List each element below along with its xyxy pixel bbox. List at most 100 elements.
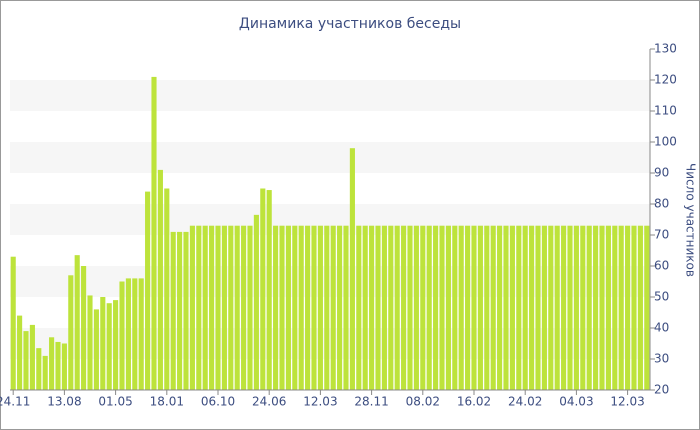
- bar: [330, 225, 336, 390]
- y-tick-label: 70: [654, 228, 669, 242]
- bar: [407, 225, 413, 390]
- bar: [17, 315, 23, 390]
- bar: [605, 225, 611, 390]
- bar: [586, 225, 592, 390]
- y-tick-label: 80: [654, 197, 669, 211]
- bar: [452, 225, 458, 390]
- bar: [273, 225, 279, 390]
- bar: [477, 225, 483, 390]
- bar: [593, 225, 599, 390]
- bar: [228, 225, 234, 390]
- bar: [394, 225, 400, 390]
- bar: [292, 225, 298, 390]
- bar: [42, 355, 48, 390]
- x-tick-label: 12.03: [303, 395, 337, 409]
- y-tick-label: 20: [654, 383, 669, 397]
- bar: [388, 225, 394, 390]
- bar: [599, 225, 605, 390]
- bar: [183, 231, 189, 390]
- bar: [337, 225, 343, 390]
- bar: [426, 225, 432, 390]
- y-tick-label: 30: [654, 352, 669, 366]
- bar: [573, 225, 579, 390]
- bar: [561, 225, 567, 390]
- bar: [215, 225, 221, 390]
- bar: [113, 300, 119, 390]
- x-tick-label: 24.06: [252, 395, 286, 409]
- bar: [471, 225, 477, 390]
- bar: [266, 190, 272, 390]
- bar: [548, 225, 554, 390]
- bar: [343, 225, 349, 390]
- bar: [465, 225, 471, 390]
- grid-band: [10, 142, 650, 173]
- x-tick-label: 08.02: [406, 395, 440, 409]
- bar: [305, 225, 311, 390]
- bar: [279, 225, 285, 390]
- bar: [49, 337, 55, 390]
- x-tick-label: 01.05: [98, 395, 132, 409]
- x-tick-label: 06.10: [201, 395, 235, 409]
- bar: [10, 256, 16, 390]
- bar: [87, 295, 93, 390]
- bar: [490, 225, 496, 390]
- bar: [221, 225, 227, 390]
- bar: [196, 225, 202, 390]
- bar: [554, 225, 560, 390]
- bar: [106, 303, 112, 390]
- bar: [119, 281, 125, 390]
- y-tick-label: 60: [654, 259, 669, 273]
- bar: [311, 225, 317, 390]
- bar: [247, 225, 253, 390]
- bar: [164, 188, 170, 390]
- bar: [567, 225, 573, 390]
- bar: [369, 225, 375, 390]
- bar: [55, 341, 61, 390]
- bar: [157, 169, 163, 390]
- bar: [445, 225, 451, 390]
- bar: [433, 225, 439, 390]
- bar: [375, 225, 381, 390]
- bar: [516, 225, 522, 390]
- y-axis-title: Число участников: [684, 163, 698, 277]
- grid-band: [10, 80, 650, 111]
- bar: [189, 225, 195, 390]
- bar: [177, 231, 183, 390]
- bar: [612, 225, 618, 390]
- x-tick-label: 13.08: [47, 395, 81, 409]
- x-tick-label: 28.11: [354, 395, 388, 409]
- bar: [420, 225, 426, 390]
- y-tick-label: 110: [654, 104, 677, 118]
- bar: [81, 266, 87, 390]
- chart-title: Динамика участников беседы: [239, 16, 461, 32]
- bar: [484, 225, 490, 390]
- bar: [209, 225, 215, 390]
- y-tick-label: 40: [654, 321, 669, 335]
- x-tick-label: 12.03: [610, 395, 644, 409]
- bar: [541, 225, 547, 390]
- grid-band: [10, 266, 650, 297]
- bar: [74, 255, 80, 390]
- bar: [170, 231, 176, 390]
- bar: [535, 225, 541, 390]
- bar: [151, 76, 157, 391]
- x-tick-label: 04.03: [559, 395, 593, 409]
- y-tick-label: 130: [654, 42, 677, 56]
- bar: [260, 188, 266, 390]
- bar: [381, 225, 387, 390]
- bar: [298, 225, 304, 390]
- bar: [644, 225, 650, 390]
- x-tick-label: 16.02: [457, 395, 491, 409]
- y-tick-label: 90: [654, 166, 669, 180]
- bar: [522, 225, 528, 390]
- bar: [497, 225, 503, 390]
- bar: [625, 225, 631, 390]
- bar: [234, 225, 240, 390]
- bar: [503, 225, 509, 390]
- bar: [202, 225, 208, 390]
- bar: [241, 225, 247, 390]
- bar: [356, 225, 362, 390]
- bar: [145, 191, 151, 390]
- y-tick-label: 120: [654, 73, 677, 87]
